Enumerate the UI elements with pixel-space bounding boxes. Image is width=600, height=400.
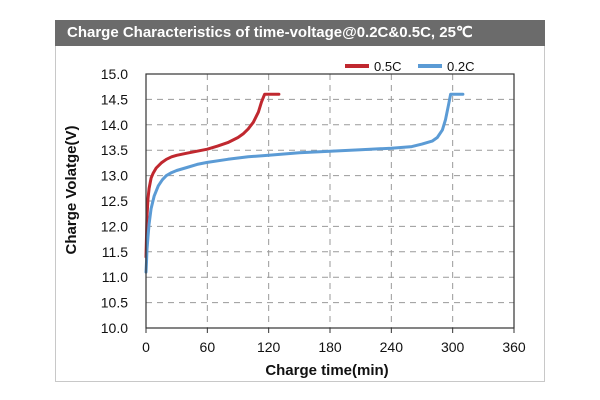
x-tick-label: 120 xyxy=(257,339,281,355)
y-tick-label: 13.5 xyxy=(101,142,128,158)
x-tick-label: 60 xyxy=(200,339,216,355)
x-tick-label: 300 xyxy=(441,339,465,355)
y-tick-label: 14.5 xyxy=(101,91,128,107)
y-tick-label: 10.5 xyxy=(101,295,128,311)
x-tick-label: 180 xyxy=(318,339,342,355)
legend: 0.5C 0.2C xyxy=(345,59,474,74)
x-tick-label: 0 xyxy=(142,339,150,355)
x-axis-ticks: 0 60 120 180 240 300 360 xyxy=(142,328,526,355)
y-tick-label: 14.0 xyxy=(101,117,128,133)
grid-lines xyxy=(146,74,514,328)
y-tick-label: 15.0 xyxy=(101,66,128,82)
y-tick-label: 13.0 xyxy=(101,168,128,184)
x-tick-label: 240 xyxy=(380,339,404,355)
y-tick-label: 11.5 xyxy=(102,244,128,260)
x-axis-title: Charge time(min) xyxy=(265,362,388,379)
chart-title: Charge Characteristics of time-voltage@0… xyxy=(55,20,545,46)
y-tick-label: 11.0 xyxy=(102,269,128,285)
legend-label: 0.2C xyxy=(447,59,474,74)
y-tick-label: 12.0 xyxy=(101,218,128,234)
legend-label: 0.5C xyxy=(374,59,401,74)
series-line-0-5c xyxy=(144,92,281,259)
series-line-0-2c xyxy=(144,92,465,274)
y-tick-label: 10.0 xyxy=(101,320,128,336)
y-tick-label: 12.5 xyxy=(101,193,128,209)
series-layer xyxy=(144,92,465,274)
x-tick-label: 360 xyxy=(502,339,526,355)
y-axis-ticks: 10.0 10.5 11.0 11.5 12.0 12.5 13.0 13.5 14.0 14.5… xyxy=(101,66,128,336)
y-axis-title: Charge Volatge(V) xyxy=(63,126,80,255)
